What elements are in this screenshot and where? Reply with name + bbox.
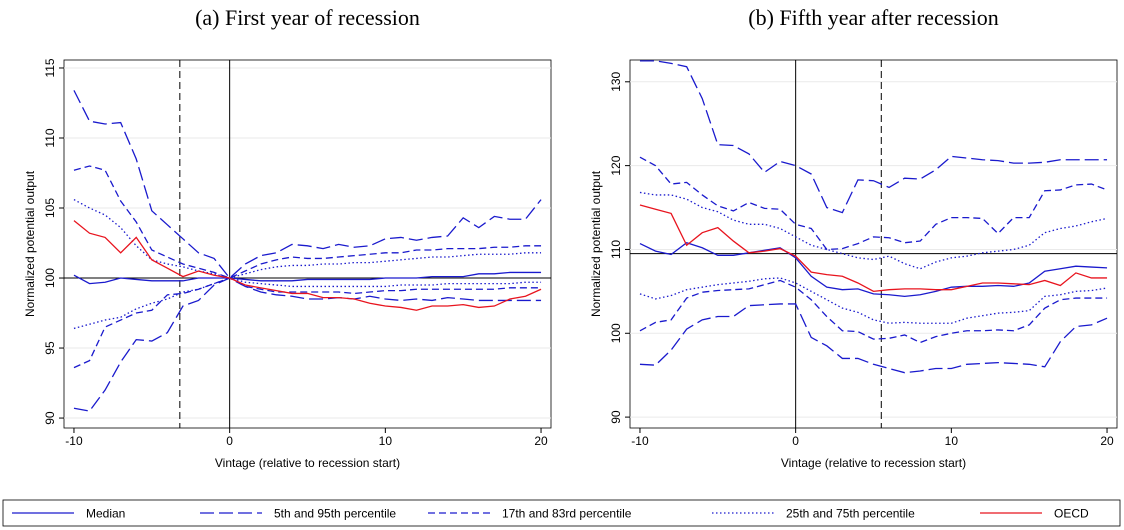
x-tick-label: 10	[379, 434, 393, 448]
series-line	[639, 60, 1108, 214]
panel-title: (a) First year of recession	[195, 5, 420, 30]
series-line	[639, 303, 1108, 374]
x-tick-label: 10	[945, 434, 959, 448]
plot-frame	[63, 59, 552, 429]
legend-label: 5th and 95th percentile	[274, 507, 396, 521]
series-line	[73, 199, 542, 279]
series-line	[73, 220, 542, 311]
y-tick-label: 115	[43, 58, 57, 77]
x-tick-label: -10	[65, 434, 83, 448]
x-tick-label: 0	[792, 434, 799, 448]
series-line	[639, 242, 1108, 298]
series-line	[73, 271, 542, 285]
legend-label: Median	[86, 507, 125, 521]
series-line	[73, 277, 542, 412]
x-tick-label: 0	[226, 434, 233, 448]
series-line	[639, 191, 1108, 270]
y-tick-label: 100	[609, 323, 623, 343]
y-tick-label: 105	[43, 198, 57, 218]
y-tick-label: 90	[43, 411, 57, 425]
y-tick-label: 90	[609, 410, 623, 424]
series-line	[639, 277, 1108, 324]
panel-title: (b) Fifth year after recession	[748, 5, 998, 30]
y-tick-label: 100	[43, 268, 57, 288]
x-tick-label: 20	[534, 434, 548, 448]
y-tick-label: 95	[43, 341, 57, 355]
series-line	[639, 204, 1108, 293]
legend-label: 17th and 83rd percentile	[502, 507, 632, 521]
y-tick-label: 110	[609, 240, 623, 259]
y-axis-title: Normalized potential output	[589, 170, 603, 317]
series-line	[73, 277, 542, 369]
x-tick-label: -10	[631, 434, 649, 448]
y-tick-label: 120	[609, 155, 623, 175]
legend-box	[2, 499, 1121, 527]
legend-label: OECD	[1054, 507, 1089, 521]
series-line	[639, 279, 1108, 344]
legend-label: 25th and 75th percentile	[786, 507, 915, 521]
series-line	[73, 90, 542, 279]
series-line	[73, 277, 542, 330]
y-tick-label: 110	[43, 128, 57, 147]
series-line	[639, 156, 1108, 251]
x-tick-label: 20	[1100, 434, 1114, 448]
plot-frame	[629, 59, 1118, 429]
x-axis-title: Vintage (relative to recession start)	[215, 456, 400, 470]
y-tick-label: 130	[609, 71, 623, 91]
series-line	[73, 165, 542, 279]
y-axis-title: Normalized potential output	[23, 170, 37, 317]
x-axis-title: Vintage (relative to recession start)	[781, 456, 966, 470]
